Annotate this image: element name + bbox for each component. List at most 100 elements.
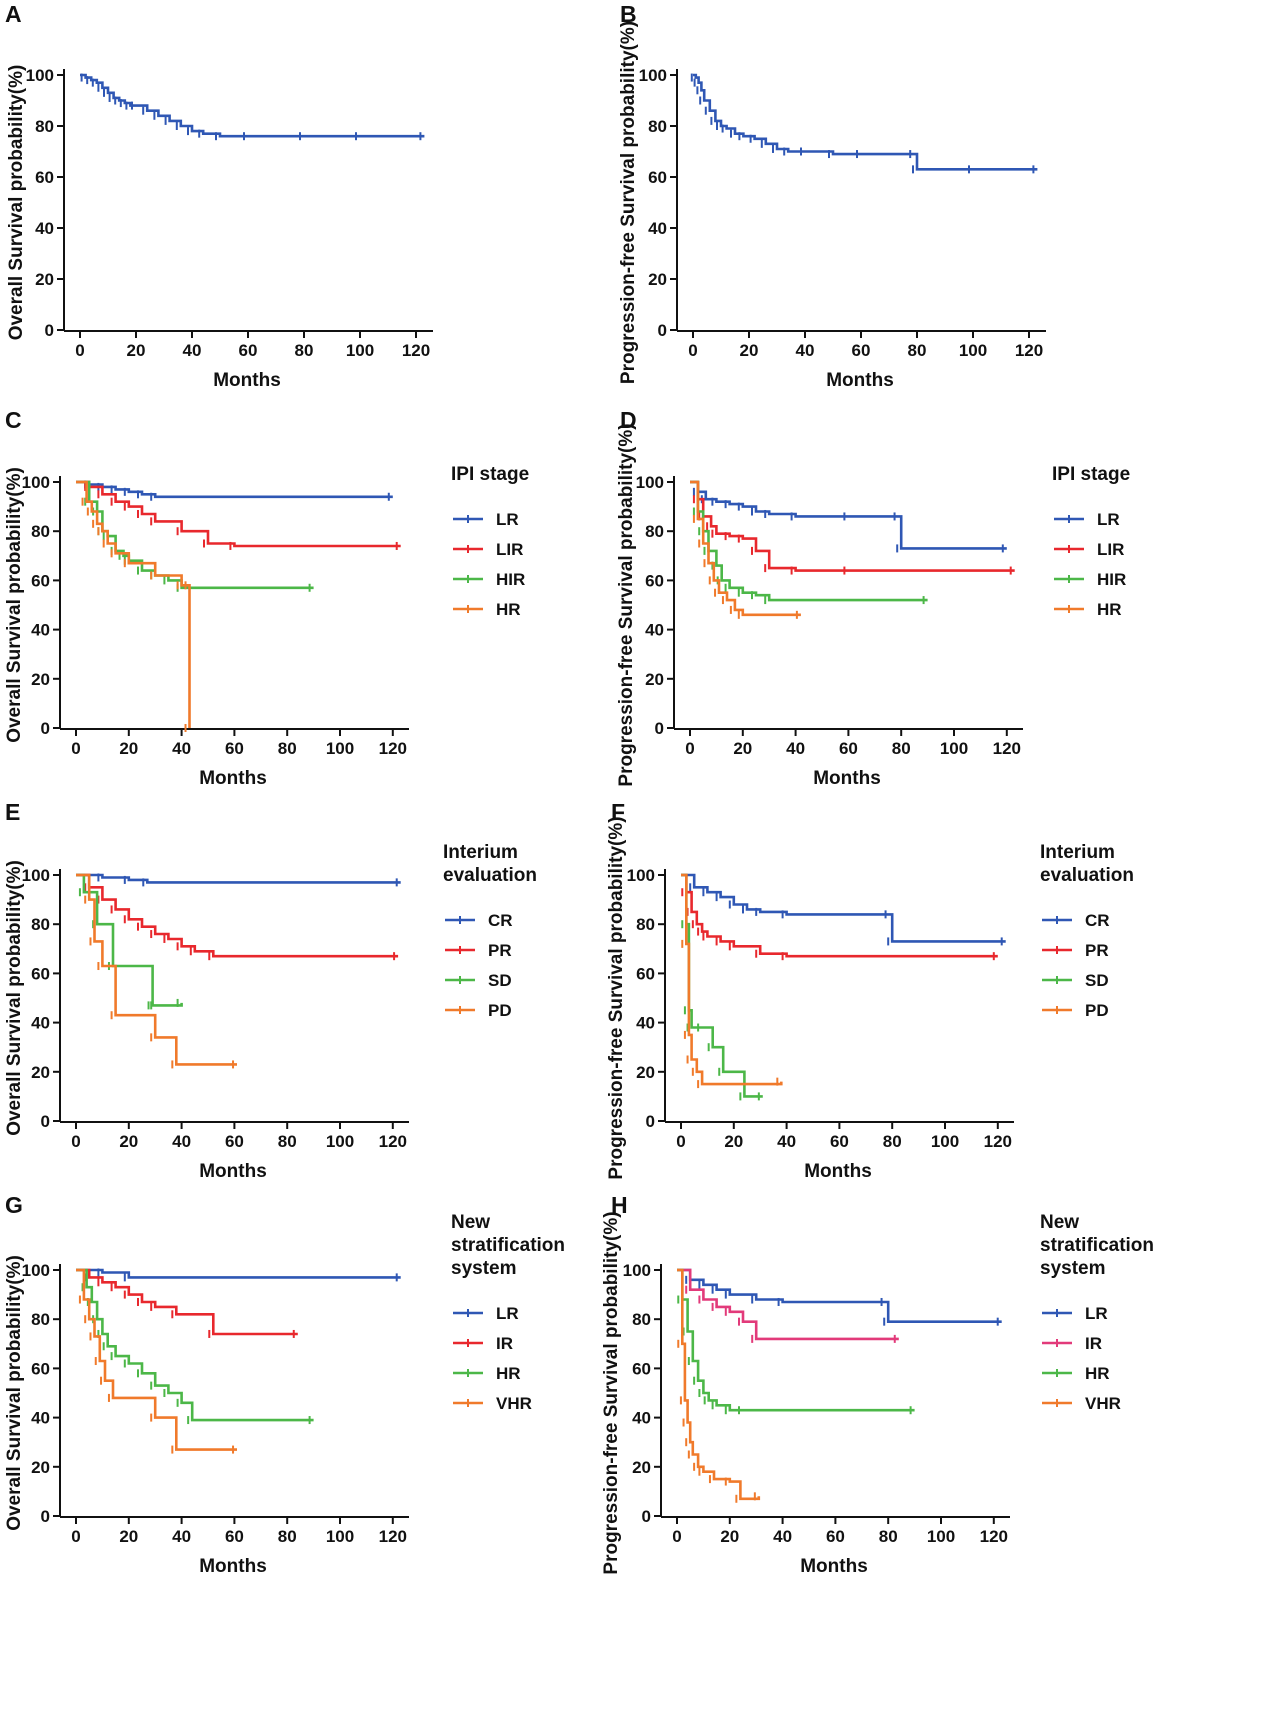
y-tick-label: 20 — [31, 1063, 50, 1082]
x-tick-label: 20 — [724, 1132, 743, 1151]
x-tick-label: 20 — [119, 739, 138, 758]
panel-letter: F — [611, 799, 625, 825]
x-axis-title: Months — [800, 1556, 868, 1577]
x-tick-label: 40 — [796, 341, 815, 360]
x-axis-title: Months — [813, 768, 881, 789]
legend-title: stratification — [451, 1235, 565, 1256]
x-tick-label: 40 — [172, 1527, 191, 1546]
x-tick-label: 60 — [852, 341, 871, 360]
y-tick-label: 0 — [41, 1112, 50, 1131]
x-tick-label: 20 — [119, 1527, 138, 1546]
panel-letter: B — [620, 1, 637, 27]
y-axis-title: Overall Survival probability(%) — [4, 1255, 25, 1531]
legend-title: system — [1040, 1258, 1106, 1279]
series-line-ir — [677, 1268, 899, 1341]
panel-d: D 0 20 40 60 80 100 0 20 40 60 80 100 120 Months Progre… — [616, 407, 1130, 789]
x-tick-label: 20 — [733, 739, 752, 758]
x-tick-label: 0 — [672, 1527, 681, 1546]
legend-label-lr: LR — [496, 510, 519, 529]
legend-title: Interium — [443, 842, 518, 863]
legend-label-hir: HIR — [496, 570, 525, 589]
x-tick-label: 120 — [379, 1132, 407, 1151]
x-tick-label: 80 — [908, 341, 927, 360]
panel-letter: A — [5, 1, 22, 27]
y-tick-label: 60 — [31, 1359, 50, 1378]
series-line-lir — [690, 480, 1015, 572]
series-line-hr — [76, 480, 191, 728]
y-tick-label: 20 — [31, 1458, 50, 1477]
series-line-pr — [76, 873, 399, 958]
panel-letter: D — [620, 407, 637, 433]
y-tick-label: 40 — [31, 1014, 50, 1033]
y-tick-label: 0 — [45, 321, 54, 340]
series-line — [693, 73, 1038, 171]
x-tick-label: 40 — [773, 1527, 792, 1546]
y-tick-label: 40 — [31, 1409, 50, 1428]
legend-label-pr: PR — [1085, 941, 1109, 960]
y-tick-label: 40 — [645, 621, 664, 640]
legend-title: Interium — [1040, 842, 1115, 863]
panel-b: B 0 20 40 60 80 100 0 20 40 60 80 100 120 Months Progre… — [618, 1, 1046, 391]
series-line-pd — [681, 873, 783, 1086]
x-axis-title: Months — [826, 370, 894, 391]
x-tick-label: 60 — [839, 739, 858, 758]
x-tick-label: 120 — [984, 1132, 1012, 1151]
y-tick-label: 100 — [623, 1261, 651, 1280]
legend-label-cr: CR — [488, 911, 513, 930]
legend-label-vhr: VHR — [496, 1394, 532, 1413]
x-tick-label: 40 — [172, 739, 191, 758]
x-tick-label: 100 — [346, 341, 374, 360]
x-tick-label: 20 — [119, 1132, 138, 1151]
y-tick-label: 40 — [636, 1014, 655, 1033]
x-tick-label: 100 — [326, 1527, 354, 1546]
y-tick-label: 80 — [632, 1310, 651, 1329]
y-tick-label: 60 — [648, 168, 667, 187]
x-tick-label: 80 — [879, 1527, 898, 1546]
y-axis-title: Overall Survival probability(%) — [6, 65, 27, 341]
legend-label-lr: LR — [496, 1304, 519, 1323]
panel-e: E 0 20 40 60 80 100 0 20 40 60 80 100 120 Months Overal… — [4, 799, 537, 1182]
series-line-hr — [677, 1268, 915, 1412]
x-tick-label: 0 — [71, 1527, 80, 1546]
x-tick-label: 0 — [71, 739, 80, 758]
legend-label-hr: HR — [1085, 1364, 1110, 1383]
series-line-cr — [76, 873, 401, 884]
x-tick-label: 120 — [993, 739, 1021, 758]
y-tick-label: 80 — [31, 915, 50, 934]
legend-label-pr: PR — [488, 941, 512, 960]
x-tick-label: 80 — [883, 1132, 902, 1151]
x-tick-label: 120 — [402, 341, 430, 360]
y-tick-label: 20 — [636, 1063, 655, 1082]
x-axis-title: Months — [213, 370, 281, 391]
series-line-hir — [690, 480, 928, 602]
y-tick-label: 100 — [26, 66, 54, 85]
legend-label-lr: LR — [1097, 510, 1120, 529]
y-tick-label: 80 — [31, 522, 50, 541]
x-tick-label: 40 — [777, 1132, 796, 1151]
x-axis-title: Months — [804, 1161, 872, 1182]
series-line-hr — [76, 1268, 314, 1422]
y-axis-title: Overall Survival probability(%) — [4, 467, 25, 743]
y-tick-label: 100 — [22, 1261, 50, 1280]
legend-label-lir: LIR — [496, 540, 523, 559]
legend-title: IPI stage — [451, 464, 529, 485]
panel-letter: H — [611, 1192, 628, 1218]
panel-h: H 0 20 40 60 80 100 0 20 40 60 80 100 120 Months Progre… — [601, 1192, 1154, 1577]
y-tick-label: 0 — [655, 719, 664, 738]
x-tick-label: 120 — [1015, 341, 1043, 360]
series-line-lir — [76, 480, 401, 548]
legend-label-hir: HIR — [1097, 570, 1126, 589]
series-line-lr — [677, 1268, 1002, 1323]
x-tick-label: 100 — [959, 341, 987, 360]
panel-g: G 0 20 40 60 80 100 0 20 40 60 80 100 120 Months Overal… — [4, 1192, 565, 1577]
y-tick-label: 0 — [41, 1507, 50, 1526]
x-tick-label: 0 — [71, 1132, 80, 1151]
legend-label-cr: CR — [1085, 911, 1110, 930]
legend: IPI stage LR LIR HIR HR — [1052, 464, 1130, 619]
y-tick-label: 60 — [31, 964, 50, 983]
x-tick-label: 80 — [295, 341, 314, 360]
y-tick-label: 60 — [35, 168, 54, 187]
series-line — [80, 73, 425, 138]
y-tick-label: 60 — [645, 571, 664, 590]
